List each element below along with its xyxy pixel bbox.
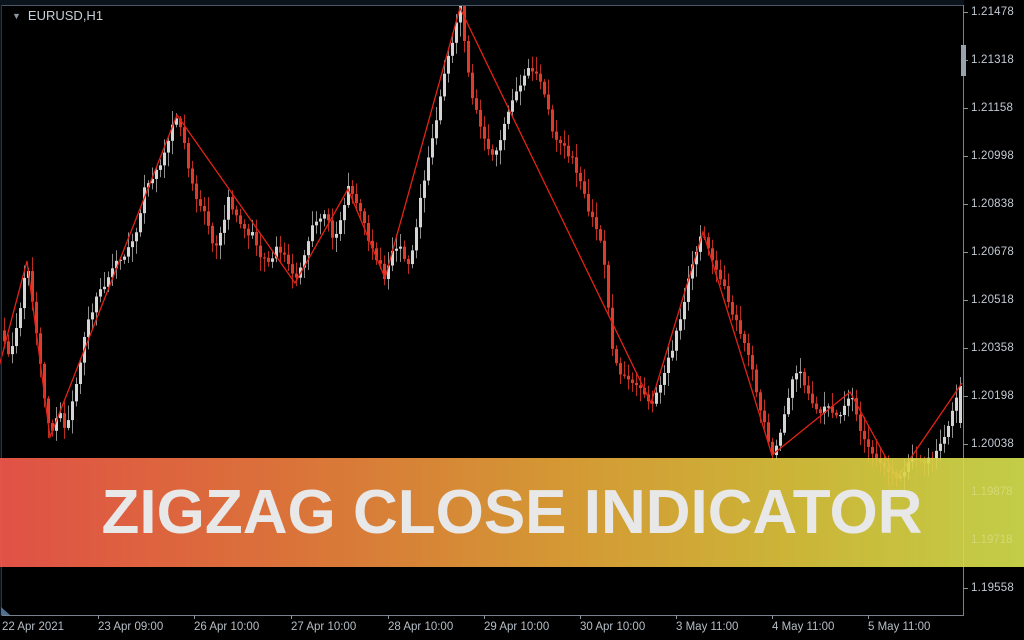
zigzag-indicator-line [0, 6, 963, 480]
price-axis-tick [963, 396, 968, 397]
price-axis-label-faint: 1.19718 [971, 534, 1013, 546]
price-axis-tick [963, 348, 968, 349]
price-axis-tick [963, 156, 968, 157]
price-axis-label: 1.20518 [971, 294, 1014, 306]
chevron-down-icon: ▼ [12, 10, 21, 21]
price-axis-tick [963, 204, 968, 205]
candlestick-series [3, 5, 962, 491]
plot-border-top [1, 5, 963, 6]
time-axis-tick [676, 615, 677, 619]
symbol-timeframe-label[interactable]: ▼ EURUSD,H1 [12, 8, 103, 23]
time-axis-label: 22 Apr 2021 [2, 621, 65, 633]
price-axis-tick [963, 12, 968, 13]
time-axis-label: 30 Apr 10:00 [580, 621, 646, 633]
price-axis-tick [963, 444, 968, 445]
time-axis-tick [291, 615, 292, 619]
time-axis-label: 26 Apr 10:00 [194, 621, 260, 633]
price-axis-label-faint: 1.19878 [971, 486, 1013, 498]
price-axis-label: 1.19558 [971, 582, 1014, 594]
price-axis-label: 1.20998 [971, 150, 1014, 162]
price-axis-label: 1.20198 [971, 390, 1014, 402]
plot-border-left [1, 5, 2, 616]
time-axis-label: 5 May 11:00 [868, 621, 931, 633]
plot-border-bottom [1, 615, 964, 616]
time-axis-label: 3 May 11:00 [676, 621, 739, 633]
time-axis-tick [98, 615, 99, 619]
time-axis-label: 27 Apr 10:00 [291, 621, 357, 633]
price-axis-label: 1.20678 [971, 246, 1014, 258]
price-axis-label: 1.20038 [971, 438, 1014, 450]
price-axis-label: 1.21478 [971, 6, 1014, 18]
time-axis-tick [388, 615, 389, 619]
price-axis-tick [963, 108, 968, 109]
plot-border-right [963, 5, 964, 616]
time-axis-tick [484, 615, 485, 619]
time-axis-tick [194, 615, 195, 619]
time-axis-tick [868, 615, 869, 619]
price-axis-label: 1.21158 [971, 102, 1014, 114]
price-axis-label: 1.21318 [971, 54, 1014, 66]
time-axis[interactable] [0, 616, 1024, 640]
scrollbar-thumb[interactable] [961, 45, 966, 76]
promo-banner: ZIGZAG CLOSE INDICATOR [0, 458, 1024, 567]
banner-title: ZIGZAG CLOSE INDICATOR [101, 478, 923, 547]
price-axis-tick [963, 588, 968, 589]
symbol-text: EURUSD,H1 [27, 8, 104, 23]
price-axis-tick [963, 252, 968, 253]
time-axis-label: 29 Apr 10:00 [484, 621, 550, 633]
chart-shift-triangle-icon [1, 607, 10, 615]
price-axis-label: 1.20838 [971, 198, 1014, 210]
price-axis-label: 1.20358 [971, 342, 1014, 354]
time-axis-label: 23 Apr 09:00 [98, 621, 164, 633]
time-axis-tick [772, 615, 773, 619]
time-axis-label: 28 Apr 10:00 [388, 621, 454, 633]
time-axis-label: 4 May 11:00 [772, 621, 835, 633]
price-axis-tick [963, 300, 968, 301]
time-axis-tick [580, 615, 581, 619]
